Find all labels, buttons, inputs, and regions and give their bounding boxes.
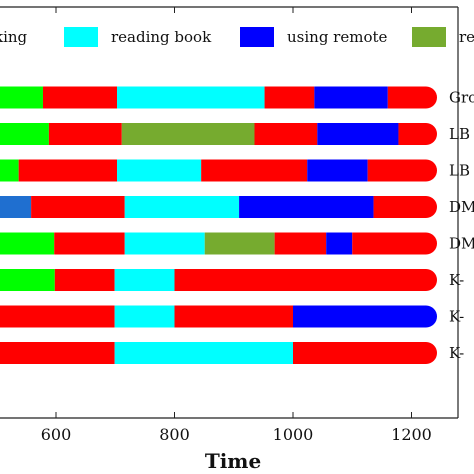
legend-entry: using remote [240,27,388,47]
row-label: DM [449,235,474,253]
row-labels: Gro LB LB DM DM K- K- K- [449,89,474,363]
timeline-segment [114,342,293,364]
timeline-segment [31,196,125,218]
timeline-segment [0,159,19,182]
row-label: DM [449,198,474,216]
x-tick-label: 1200 [391,425,432,444]
timeline-segment [18,159,118,182]
timeline-segment [121,123,255,145]
row-label: LB [449,125,470,143]
timeline-segment [314,86,388,109]
timeline-segment [274,232,327,255]
timeline-segment [204,232,275,255]
timeline-segment [174,269,437,291]
timeline-segment [54,232,125,255]
timeline-row [0,159,437,182]
legend-entry: re [412,27,474,47]
timeline-row [0,196,437,218]
timeline-segment [42,86,118,109]
legend-label: using remote [287,28,388,46]
timeline-segment [239,196,374,218]
row-label: K- [449,344,464,362]
timeline-row [0,269,437,291]
timeline-segment [117,159,202,182]
timeline-segment [0,232,55,255]
timeline-row [0,232,437,255]
timeline-segment [48,123,122,145]
row-label: K- [449,308,464,326]
x-tick-label: 800 [159,425,190,444]
timeline-rows [0,86,437,364]
timeline-segment [387,86,437,109]
timeline-segment [317,123,399,145]
legend: king reading book using remote re [0,27,474,47]
timeline-segment [326,232,353,255]
timeline-segment [352,232,437,255]
timeline-segment [117,86,265,109]
timeline-row [0,342,437,364]
x-axis-title: Time [205,449,261,473]
timeline-segment [254,123,318,145]
timeline-segment [114,305,175,328]
timeline-segment [293,342,437,364]
legend-swatch [240,27,274,47]
legend-swatch [64,27,98,47]
legend-entry: reading book [64,27,212,47]
legend-swatch [412,27,446,47]
legend-label: reading book [111,28,212,46]
timeline-segment [0,305,115,328]
timeline-segment [0,196,32,218]
timeline-row [0,123,437,145]
timeline-segment [307,159,368,182]
timeline-segment [0,86,43,109]
timeline-row [0,305,437,328]
timeline-segment [174,305,293,328]
plot-frame [0,6,459,419]
legend-label: re [459,28,474,46]
row-label: K- [449,271,464,289]
timeline-segment [124,232,205,255]
timeline-segment [0,342,115,364]
x-tick-label: 600 [41,425,72,444]
timeline-segment [367,159,437,182]
row-label: LB [449,162,470,180]
timeline-segment [124,196,240,218]
timeline-segment [201,159,308,182]
timeline-segment [0,123,49,145]
timeline-segment [54,269,115,291]
timeline-segment [373,196,437,218]
timeline-segment [398,123,437,145]
timeline-segment [114,269,175,291]
timeline-segment [293,305,437,328]
x-tick-label: 1000 [273,425,314,444]
row-label: Gro [449,89,474,107]
x-axis: 600 800 1000 1200 [41,7,432,444]
timeline-row [0,86,437,109]
timeline-segment [0,269,55,291]
timeline-segment [264,86,315,109]
legend-label: king [0,28,28,46]
legend-entry: king [0,28,28,46]
